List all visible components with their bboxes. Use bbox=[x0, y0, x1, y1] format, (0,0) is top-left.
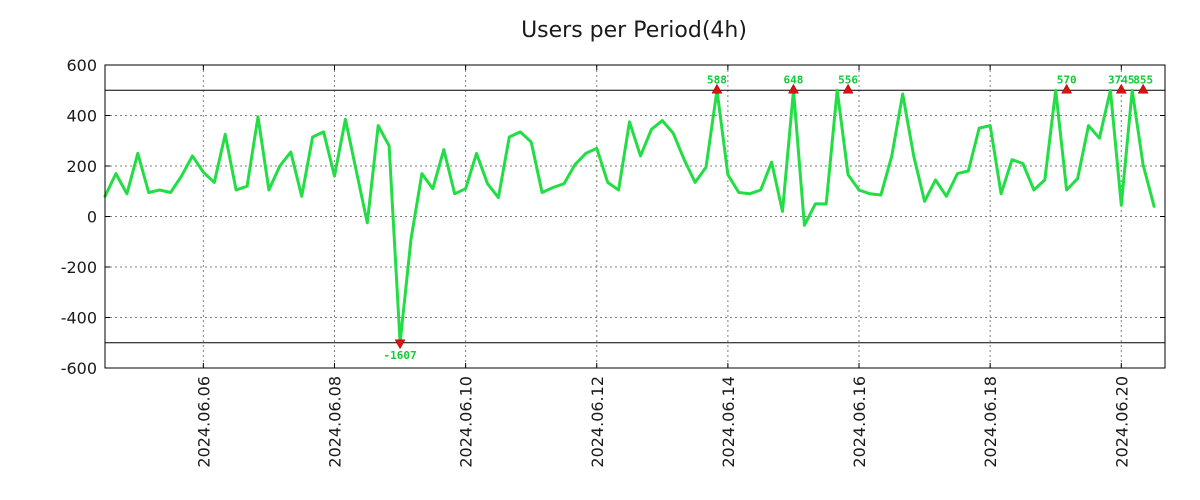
plot-frame bbox=[104, 64, 1166, 369]
y-tick-label: 200 bbox=[66, 157, 97, 176]
x-tick-label: 2024.06.10 bbox=[457, 376, 476, 468]
peak-marker bbox=[1115, 83, 1127, 94]
x-tick-label: 2024.06.16 bbox=[850, 376, 869, 468]
x-tick-label: 2024.06.14 bbox=[719, 376, 738, 468]
y-tick-label: 0 bbox=[87, 208, 97, 227]
x-tick-label: 2024.06.12 bbox=[588, 376, 607, 468]
x-tick-label: 2024.06.18 bbox=[981, 376, 1000, 468]
peak-label: 556 bbox=[838, 73, 858, 86]
peak-label: 648 bbox=[784, 73, 804, 86]
series-line bbox=[103, 88, 1156, 345]
peak-marker bbox=[788, 83, 799, 94]
peak-marker bbox=[711, 83, 723, 94]
peak-label: 855 bbox=[1133, 73, 1153, 86]
grid-layer bbox=[105, 65, 1165, 368]
threshold-layer bbox=[105, 89, 1165, 344]
peak-label: 3745 bbox=[1108, 73, 1135, 86]
chart-title: Users per Period(4h) bbox=[521, 18, 747, 43]
peak-marker bbox=[1061, 83, 1073, 94]
peak-marker bbox=[394, 339, 406, 350]
peak-marker bbox=[842, 83, 854, 94]
x-tick-label: 2024.06.06 bbox=[194, 376, 213, 468]
peak-label: -1607 bbox=[383, 349, 416, 362]
series-layer bbox=[103, 88, 1156, 345]
x-tick-label: 2024.06.20 bbox=[1112, 376, 1131, 468]
peak-label: 588 bbox=[707, 73, 727, 86]
y-tick-label: 600 bbox=[66, 56, 97, 75]
y-tick-label: -200 bbox=[61, 258, 97, 277]
y-tick-label: 400 bbox=[66, 107, 97, 126]
peak-marker bbox=[1137, 83, 1149, 94]
peak-label: 570 bbox=[1057, 73, 1077, 86]
y-tick-label: -400 bbox=[61, 309, 97, 328]
x-tick-label: 2024.06.08 bbox=[325, 376, 344, 468]
axis-layer: 600 400 200 0 -200 -400 -600 2024.06.06 2024.06.… bbox=[61, 56, 1165, 468]
y-tick-label: -600 bbox=[61, 359, 97, 378]
